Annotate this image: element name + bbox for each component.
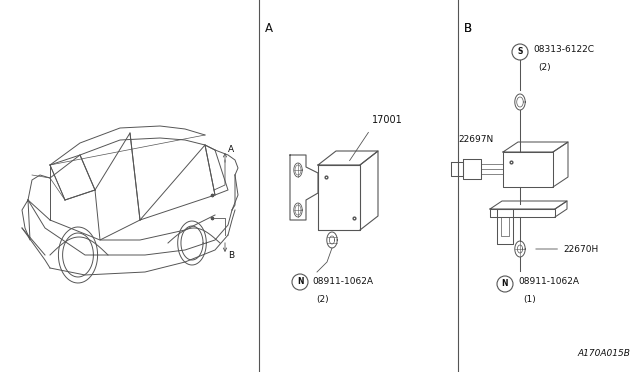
Text: A: A [228,145,234,154]
Text: (1): (1) [523,295,536,304]
Text: S: S [517,48,523,57]
Text: (2): (2) [538,63,550,72]
Text: A: A [265,22,273,35]
Text: 17001: 17001 [372,115,403,125]
Text: 22670H: 22670H [536,244,598,253]
Text: B: B [228,250,234,260]
Text: B: B [463,22,472,35]
Text: (2): (2) [316,295,328,304]
Text: 22697N: 22697N [458,135,493,144]
Text: N: N [297,278,303,286]
Text: 08911-1062A: 08911-1062A [312,278,373,286]
Text: 08911-1062A: 08911-1062A [518,278,579,286]
Text: A170A015B: A170A015B [577,349,630,358]
Text: N: N [502,279,508,289]
Text: B: B [463,22,472,35]
Text: 08313-6122C: 08313-6122C [533,45,594,55]
